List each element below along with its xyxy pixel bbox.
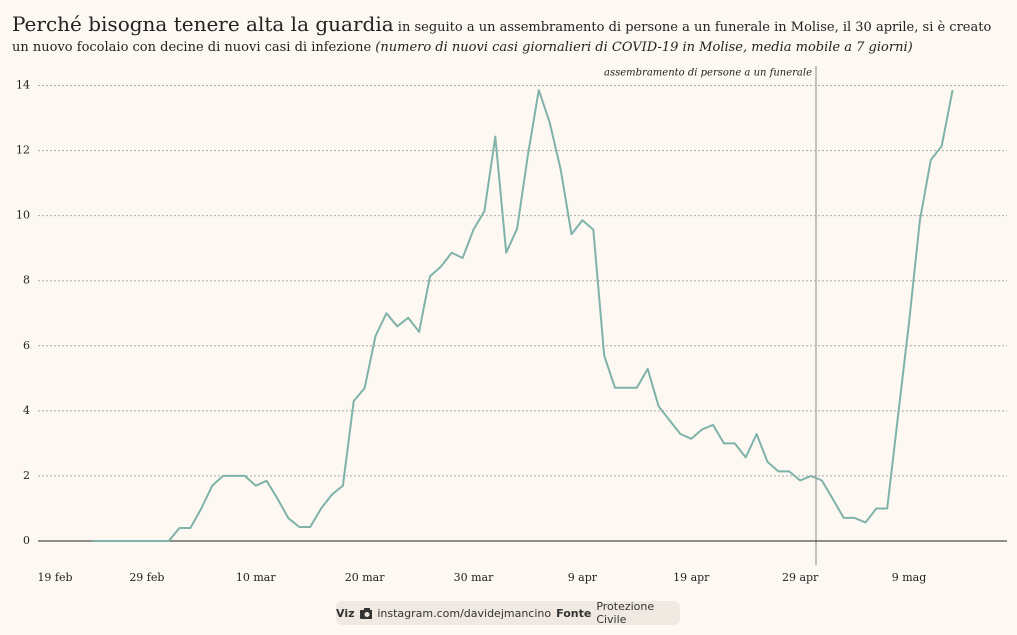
y-tick-label: 14: [16, 79, 30, 92]
x-tick-label: 20 mar: [345, 571, 385, 584]
x-tick-label: 19 apr: [673, 571, 710, 584]
x-tick-label: 30 mar: [454, 571, 494, 584]
y-tick-label: 0: [23, 534, 30, 547]
camera-icon: [359, 607, 373, 619]
x-tick-label: 29 feb: [129, 571, 164, 584]
x-tick-label: 9 mag: [892, 571, 927, 584]
chart-title: Perché bisogna tenere alta la guardia: [12, 12, 394, 36]
y-tick-label: 2: [23, 469, 30, 482]
header: Perché bisogna tenere alta la guardia in…: [12, 14, 1007, 58]
y-tick-label: 4: [23, 404, 30, 417]
footer: Viz instagram.com/davidejmancino Fonte Pro…: [336, 600, 680, 626]
data-line: [92, 89, 954, 542]
viz: instagram.com/davidejmancino: [377, 606, 552, 620]
annotation: assembramento di persone a un funerale: [604, 68, 812, 79]
x-tick-label: 19 feb: [37, 571, 72, 584]
viz-label: Viz: [336, 606, 355, 620]
x-tick-label: 10 mar: [236, 571, 276, 584]
y-tick-label: 6: [23, 339, 30, 352]
source-label: Fonte: [556, 606, 592, 620]
y-tick-label: 12: [16, 144, 30, 157]
x-tick-label: 9 apr: [568, 571, 598, 584]
note: (numero di nuovi casi giornalieri di COV…: [375, 40, 913, 55]
y-tick-label: 10: [16, 209, 30, 222]
subtitle: in seguito a un assembramento di persone…: [12, 20, 992, 55]
source: Protezione Civile: [596, 600, 655, 626]
x-tick-label: 29 apr: [782, 571, 819, 584]
y-tick-label: 8: [23, 274, 30, 287]
